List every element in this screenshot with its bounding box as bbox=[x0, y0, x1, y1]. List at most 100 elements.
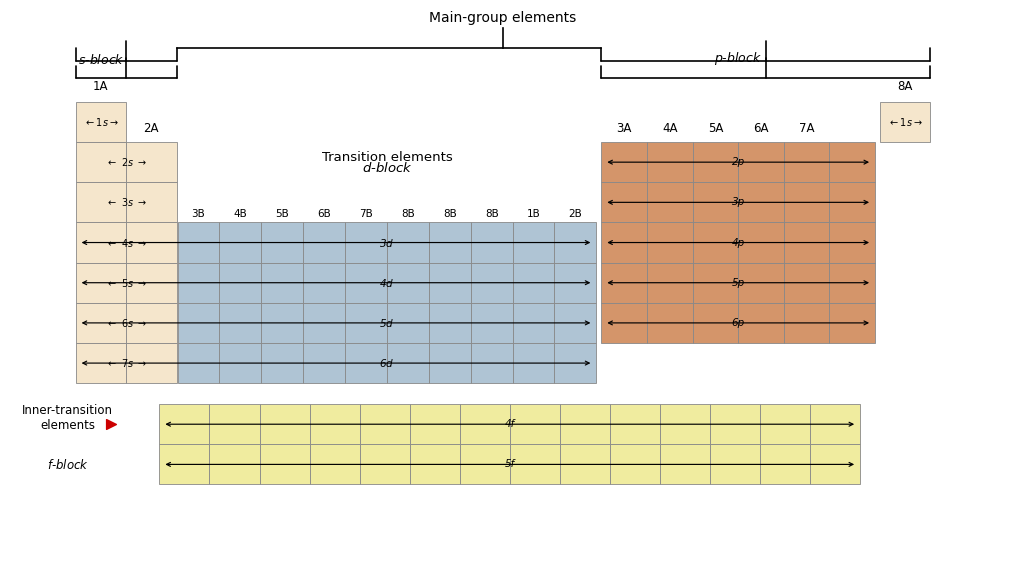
Bar bbox=[555, 343, 596, 383]
Bar bbox=[601, 182, 647, 222]
Bar bbox=[429, 303, 470, 343]
Text: 6A: 6A bbox=[754, 122, 769, 135]
Text: 2B: 2B bbox=[568, 209, 582, 219]
Bar bbox=[126, 263, 177, 303]
Bar bbox=[178, 263, 220, 303]
Bar bbox=[359, 444, 410, 484]
Text: 8B: 8B bbox=[401, 209, 415, 219]
Text: 6p: 6p bbox=[732, 318, 745, 328]
Bar bbox=[410, 404, 460, 444]
Bar bbox=[345, 222, 386, 263]
Text: $\leftarrow$ 2$s$ $\rightarrow$: $\leftarrow$ 2$s$ $\rightarrow$ bbox=[106, 156, 146, 168]
Bar bbox=[784, 263, 829, 303]
Text: 3A: 3A bbox=[616, 122, 632, 135]
Bar bbox=[609, 444, 660, 484]
Bar bbox=[387, 222, 429, 263]
Bar bbox=[760, 444, 810, 484]
Bar bbox=[261, 222, 303, 263]
Text: 5p: 5p bbox=[732, 278, 745, 288]
Text: $\leftarrow$ 4$s$ $\rightarrow$: $\leftarrow$ 4$s$ $\rightarrow$ bbox=[106, 237, 146, 248]
Bar bbox=[261, 263, 303, 303]
Bar bbox=[810, 404, 860, 444]
Bar bbox=[647, 263, 692, 303]
Text: Main-group elements: Main-group elements bbox=[430, 11, 577, 25]
Text: $\leftarrow$1$s$$\rightarrow$: $\leftarrow$1$s$$\rightarrow$ bbox=[84, 116, 118, 128]
Bar bbox=[76, 263, 126, 303]
Text: 8B: 8B bbox=[484, 209, 498, 219]
Bar bbox=[345, 263, 386, 303]
Bar bbox=[880, 102, 930, 142]
Bar bbox=[261, 343, 303, 383]
Text: 4f: 4f bbox=[504, 419, 515, 429]
Bar bbox=[470, 222, 513, 263]
Bar bbox=[159, 404, 210, 444]
Bar bbox=[460, 444, 510, 484]
Bar bbox=[560, 404, 609, 444]
Bar bbox=[429, 263, 470, 303]
Text: 4p: 4p bbox=[732, 238, 745, 247]
Text: $\leftarrow$ 3$s$ $\rightarrow$: $\leftarrow$ 3$s$ $\rightarrow$ bbox=[106, 196, 146, 208]
Bar bbox=[259, 444, 310, 484]
Bar bbox=[259, 404, 310, 444]
Bar bbox=[513, 222, 555, 263]
Point bbox=[103, 420, 119, 429]
Text: 4$d$: 4$d$ bbox=[379, 277, 395, 289]
Bar bbox=[220, 222, 261, 263]
Text: $\leftarrow$ 5$s$ $\rightarrow$: $\leftarrow$ 5$s$ $\rightarrow$ bbox=[106, 277, 146, 289]
Bar bbox=[555, 263, 596, 303]
Bar bbox=[460, 404, 510, 444]
Bar bbox=[660, 444, 710, 484]
Bar bbox=[692, 142, 739, 182]
Bar bbox=[513, 343, 555, 383]
Text: 6$d$: 6$d$ bbox=[379, 357, 395, 369]
Text: 5B: 5B bbox=[275, 209, 290, 219]
Text: $s$-block: $s$-block bbox=[78, 53, 124, 67]
Bar bbox=[647, 303, 692, 343]
Bar bbox=[660, 404, 710, 444]
Text: 4A: 4A bbox=[662, 122, 677, 135]
Bar bbox=[513, 303, 555, 343]
Bar bbox=[510, 444, 560, 484]
Bar bbox=[601, 263, 647, 303]
Bar bbox=[470, 303, 513, 343]
Bar bbox=[555, 222, 596, 263]
Text: 5$d$: 5$d$ bbox=[379, 317, 395, 329]
Bar bbox=[345, 303, 386, 343]
Text: $p$-block: $p$-block bbox=[714, 50, 762, 67]
Bar bbox=[784, 303, 829, 343]
Bar bbox=[829, 182, 875, 222]
Bar bbox=[647, 182, 692, 222]
Bar bbox=[829, 263, 875, 303]
Bar bbox=[76, 303, 126, 343]
Bar bbox=[760, 404, 810, 444]
Bar bbox=[303, 343, 345, 383]
Bar bbox=[126, 343, 177, 383]
Bar bbox=[359, 404, 410, 444]
Bar bbox=[692, 263, 739, 303]
Bar bbox=[829, 303, 875, 343]
Bar bbox=[387, 263, 429, 303]
Bar bbox=[560, 444, 609, 484]
Bar bbox=[303, 222, 345, 263]
Bar bbox=[470, 263, 513, 303]
Text: 2p: 2p bbox=[732, 157, 745, 167]
Bar bbox=[178, 303, 220, 343]
Bar bbox=[387, 343, 429, 383]
Bar bbox=[303, 303, 345, 343]
Bar bbox=[76, 182, 126, 222]
Bar bbox=[220, 263, 261, 303]
Text: 4B: 4B bbox=[233, 209, 247, 219]
Bar bbox=[601, 222, 647, 263]
Text: 8B: 8B bbox=[443, 209, 457, 219]
Bar bbox=[692, 182, 739, 222]
Bar bbox=[692, 303, 739, 343]
Text: 7B: 7B bbox=[359, 209, 373, 219]
Text: $d$-block: $d$-block bbox=[361, 161, 413, 175]
Bar bbox=[784, 142, 829, 182]
Bar bbox=[810, 444, 860, 484]
Bar bbox=[345, 343, 386, 383]
Bar bbox=[387, 303, 429, 343]
Text: Inner-transition
elements: Inner-transition elements bbox=[22, 404, 113, 432]
Bar bbox=[126, 142, 177, 182]
Bar bbox=[739, 142, 784, 182]
